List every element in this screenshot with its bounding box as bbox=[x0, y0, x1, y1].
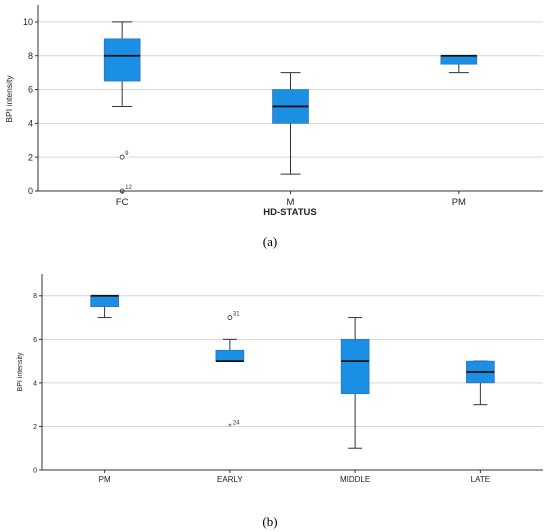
y-tick-label: 2 bbox=[33, 424, 37, 431]
y-tick-label: 0 bbox=[28, 186, 33, 196]
box-early: 31 * 24 bbox=[215, 312, 245, 431]
boxes-a: 9 12 bbox=[103, 21, 478, 194]
box-pm bbox=[90, 294, 119, 319]
y-axis-label-a: BPI intensity bbox=[4, 75, 14, 123]
outlier-circle bbox=[227, 315, 233, 320]
y-ticks-b: 0 2 4 6 8 bbox=[33, 293, 42, 474]
y-ticks-a: 0 2 4 6 8 10 bbox=[23, 17, 38, 196]
y-tick-label: 0 bbox=[33, 467, 37, 474]
x-category-label: LATE bbox=[471, 475, 490, 484]
x-category-label: EARLY bbox=[217, 475, 243, 484]
x-category-label: PM bbox=[99, 475, 111, 484]
iqr-box bbox=[215, 349, 245, 362]
box-pm bbox=[440, 54, 478, 74]
x-categories-a: FC M PM bbox=[116, 191, 466, 208]
plot-area-b bbox=[42, 274, 543, 470]
outlier-circle bbox=[119, 154, 125, 160]
x-category-label: M bbox=[287, 197, 295, 208]
y-tick-label: 2 bbox=[28, 152, 33, 162]
y-tick-label: 10 bbox=[23, 17, 33, 27]
x-category-label: MIDDLE bbox=[340, 475, 370, 484]
y-tick-label: 8 bbox=[33, 293, 37, 300]
outlier-label: 24 bbox=[233, 420, 240, 426]
y-tick-label: 8 bbox=[28, 51, 33, 61]
outlier-star: * bbox=[228, 422, 231, 431]
iqr-box bbox=[103, 38, 141, 82]
boxplot-panel-a: 0 2 4 6 8 10 9 12 FC M PM BPI intensity HD-STATU… bbox=[4, 5, 543, 249]
outlier-label: 9 bbox=[125, 151, 129, 157]
box-fc: 9 12 bbox=[103, 21, 141, 194]
outlier-label: 12 bbox=[125, 185, 132, 191]
y-tick-label: 4 bbox=[28, 119, 33, 129]
outlier-label: 31 bbox=[233, 312, 240, 318]
caption-a: (a) bbox=[263, 234, 277, 249]
caption-b: (b) bbox=[262, 514, 277, 529]
box-middle bbox=[340, 317, 370, 449]
x-category-label: FC bbox=[116, 197, 129, 208]
box-m bbox=[272, 72, 309, 175]
y-axis-label-b: BPI intensity bbox=[17, 352, 24, 391]
box-late bbox=[466, 360, 495, 406]
y-tick-label: 6 bbox=[28, 85, 33, 95]
x-categories-b: PM EARLY MIDDLE LATE bbox=[99, 470, 490, 484]
x-category-label: PM bbox=[452, 197, 466, 208]
boxes-b: 31 * 24 bbox=[90, 294, 495, 449]
y-tick-label: 4 bbox=[33, 380, 37, 387]
x-axis-label-a: HD-STATUS bbox=[263, 207, 316, 218]
iqr-box bbox=[340, 339, 370, 395]
iqr-box bbox=[440, 55, 478, 65]
y-tick-label: 6 bbox=[33, 337, 37, 344]
iqr-box bbox=[90, 295, 119, 307]
